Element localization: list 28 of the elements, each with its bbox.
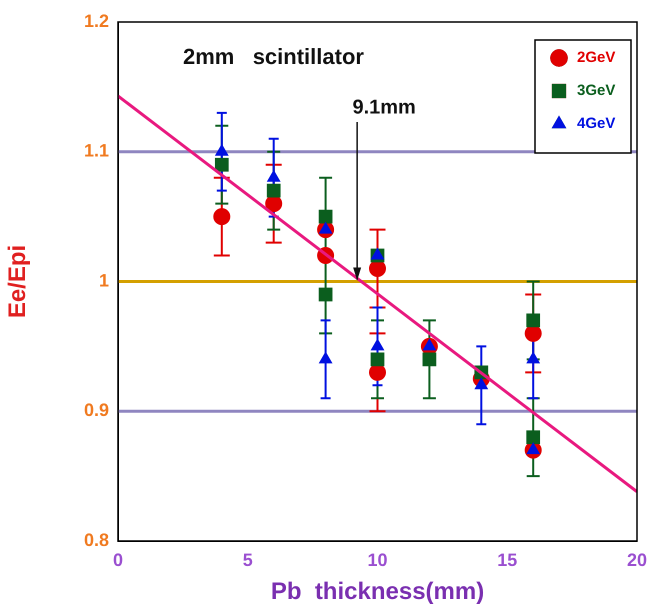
point [370,248,384,260]
x-tick-label: 0 [112,550,124,570]
point [370,352,384,366]
point [213,208,230,226]
annotation: 9.1mm [352,96,416,119]
x-tick-label: 20 [626,550,648,570]
point [422,352,436,366]
x-tick-label: 10 [367,550,388,570]
point [526,430,540,444]
legend-label: 2GeV [577,49,616,66]
x-tick-label: 15 [497,550,518,570]
legend-label: 3GeV [577,82,616,100]
legend-label: 4GeV [577,115,616,132]
y-tick-label: 1.2 [84,10,109,31]
y-tick-label: 1 [98,270,109,290]
y-tick-label: 1.1 [84,140,109,161]
point [214,158,229,172]
point [266,184,281,198]
y-tick-label: 0.9 [84,400,109,420]
point [526,314,540,328]
x-tick-label: 5 [242,550,253,570]
y-tick-label: 0.8 [84,530,109,550]
annotation: 2mm scintillator [183,44,364,70]
point [369,260,386,278]
point [318,210,332,224]
x-axis-title: Pb thickness(mm) [270,578,484,606]
point [318,288,332,302]
y-axis-title: Ee/Epi [4,244,32,318]
